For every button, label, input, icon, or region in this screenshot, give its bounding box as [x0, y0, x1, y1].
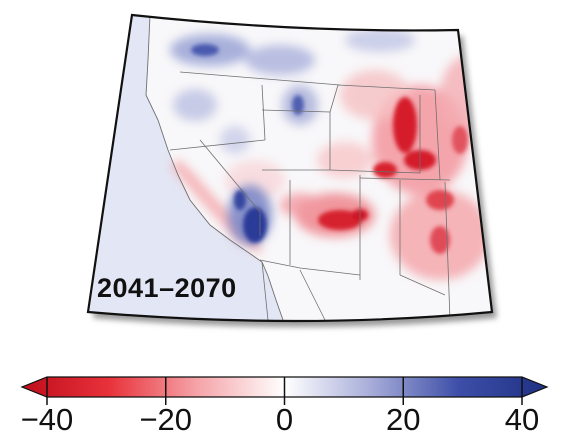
colorbar-tick-label: 20	[386, 402, 421, 437]
strong-blue-cores	[191, 44, 304, 243]
coastline	[145, 15, 284, 321]
colorbar-tick-label: 0	[275, 402, 294, 437]
colorbar-tick-label: −20	[139, 402, 193, 437]
colorbar-tick-label: 40	[504, 402, 540, 437]
state-borders	[169, 71, 451, 321]
strong-red-cores	[318, 97, 468, 254]
map-figure	[20, 13, 549, 405]
colorbar-ticks	[46, 377, 523, 405]
period-label: 2041–2070	[97, 273, 237, 303]
colorbar	[20, 376, 549, 405]
map-area	[88, 15, 492, 321]
colorbar-tick-label: −40	[20, 402, 74, 437]
map-frame	[86, 13, 494, 323]
